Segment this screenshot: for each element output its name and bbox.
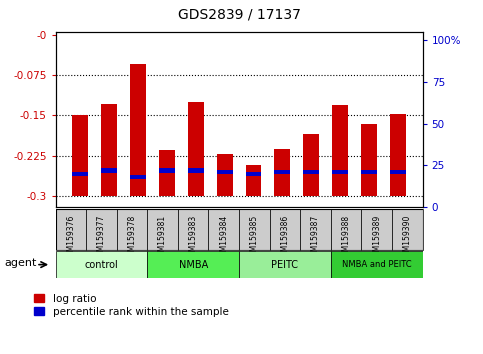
Bar [361, 170, 377, 174]
Bar [217, 154, 233, 196]
Bar [390, 170, 406, 174]
Bar [239, 209, 270, 250]
Text: GSM159381: GSM159381 [158, 215, 167, 261]
Bar [274, 149, 290, 196]
Bar [245, 172, 261, 176]
Text: GDS2839 / 17137: GDS2839 / 17137 [178, 7, 300, 21]
Bar [56, 209, 86, 250]
Text: NMBA and PEITC: NMBA and PEITC [342, 260, 412, 269]
Text: GSM159377: GSM159377 [97, 215, 106, 261]
Text: GSM159387: GSM159387 [311, 215, 320, 261]
Bar [331, 251, 423, 278]
Text: GSM159385: GSM159385 [250, 215, 259, 261]
Bar [147, 251, 239, 278]
Text: PEITC: PEITC [271, 259, 298, 270]
Bar [217, 170, 233, 174]
Bar [101, 104, 117, 196]
Bar [72, 172, 88, 176]
Text: GSM159384: GSM159384 [219, 215, 228, 261]
Text: GSM159390: GSM159390 [403, 215, 412, 261]
Bar [130, 175, 146, 179]
Bar [361, 124, 377, 196]
Text: NMBA: NMBA [179, 259, 208, 270]
Bar [117, 209, 147, 250]
Bar [332, 105, 348, 196]
Text: GSM159386: GSM159386 [281, 215, 289, 261]
Bar [303, 134, 319, 196]
Bar [300, 209, 331, 250]
Bar [332, 170, 348, 174]
Text: GSM159388: GSM159388 [341, 215, 351, 261]
Bar [392, 209, 423, 250]
Bar [56, 251, 147, 278]
Bar [270, 209, 300, 250]
Bar [101, 168, 117, 172]
Bar [147, 209, 178, 250]
Bar [188, 168, 204, 172]
Bar [188, 102, 204, 196]
Bar [390, 114, 406, 196]
Bar [159, 168, 175, 172]
Bar [331, 209, 361, 250]
Bar [361, 209, 392, 250]
Bar [159, 150, 175, 196]
Bar [86, 209, 117, 250]
Bar [178, 209, 209, 250]
Text: GSM159389: GSM159389 [372, 215, 381, 261]
Text: control: control [85, 259, 118, 270]
Text: agent: agent [4, 258, 37, 268]
Text: GSM159378: GSM159378 [128, 215, 137, 261]
Text: GSM159376: GSM159376 [66, 215, 75, 261]
Text: GSM159383: GSM159383 [189, 215, 198, 261]
Bar [72, 115, 88, 196]
Bar [245, 165, 261, 196]
Legend: log ratio, percentile rank within the sample: log ratio, percentile rank within the sa… [34, 293, 228, 317]
Bar [209, 209, 239, 250]
Bar [274, 170, 290, 174]
Bar [239, 251, 331, 278]
Bar [130, 64, 146, 196]
Bar [303, 170, 319, 174]
